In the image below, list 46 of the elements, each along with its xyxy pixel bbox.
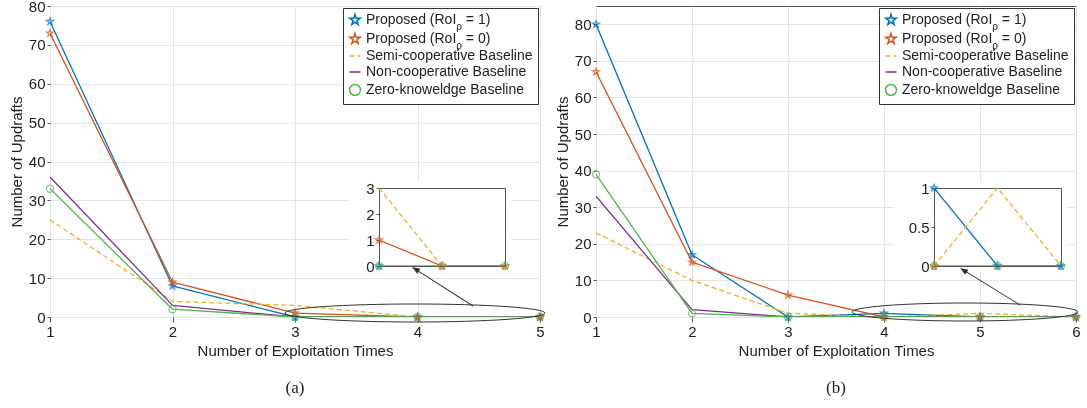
x-tick-label: 6 bbox=[1072, 322, 1081, 340]
y-axis-title: Number of Updrafts bbox=[7, 96, 25, 228]
legend-label: Zero-knoweldge Baseline bbox=[366, 81, 525, 97]
y-tick-label: 10 bbox=[28, 269, 46, 287]
y-tick-label: 0 bbox=[583, 308, 592, 326]
y-tick-label: 40 bbox=[574, 162, 592, 180]
y-tick-label: 10 bbox=[574, 271, 592, 289]
y-tick-label: 2 bbox=[366, 205, 375, 223]
y-tick-label: 70 bbox=[574, 52, 592, 70]
y-tick-label: 1 bbox=[921, 179, 930, 197]
legend-label: Non-cooperative Baseline bbox=[902, 63, 1063, 79]
x-tick-label: 3 bbox=[784, 322, 793, 340]
y-tick-label: 0 bbox=[921, 257, 930, 275]
y-tick-label: 80 bbox=[574, 15, 592, 33]
y-tick-label: 60 bbox=[28, 75, 46, 93]
y-tick-label: 30 bbox=[574, 198, 592, 216]
x-tick-label: 2 bbox=[168, 322, 178, 340]
y-tick-label: 70 bbox=[28, 36, 46, 54]
y-tick-label: 0 bbox=[37, 308, 46, 326]
y-tick-label: 20 bbox=[28, 230, 46, 248]
legend-label: Zero-knoweldge Baseline bbox=[902, 81, 1061, 97]
x-tick-label: 2 bbox=[688, 322, 697, 340]
x-tick-label: 4 bbox=[413, 322, 423, 340]
text: (b) bbox=[826, 378, 846, 397]
x-tick-label: 5 bbox=[536, 322, 545, 340]
y-tick-label: 50 bbox=[574, 125, 592, 143]
y-tick-label: 3 bbox=[366, 179, 375, 197]
y-tick-label: 0.5 bbox=[908, 218, 930, 236]
legend-label: Non-cooperative Baseline bbox=[366, 63, 527, 79]
x-axis-title: Number of Exploitation Times bbox=[738, 341, 935, 359]
x-axis-title: Number of Exploitation Times bbox=[197, 341, 394, 359]
legend-label: Proposed (RoI$_{ρ}$ = 1) bbox=[366, 11, 491, 32]
y-tick-label: 80 bbox=[28, 0, 46, 15]
y-tick-label: 50 bbox=[28, 114, 46, 132]
x-tick-label: 3 bbox=[291, 322, 300, 340]
y-tick-label: 1 bbox=[366, 231, 375, 249]
y-tick-label: 20 bbox=[574, 235, 592, 253]
y-tick-label: 40 bbox=[28, 153, 46, 170]
legend-label: Proposed (RoI$_{ρ}$ = 1) bbox=[902, 11, 1027, 32]
y-axis-title: Number of Updrafts bbox=[553, 96, 571, 228]
y-tick-label: 60 bbox=[574, 88, 592, 106]
text: (a) bbox=[285, 378, 305, 397]
x-tick-label: 4 bbox=[880, 322, 889, 340]
y-tick-label: 30 bbox=[28, 191, 46, 209]
y-tick-label: 0 bbox=[366, 257, 375, 275]
x-tick-label: 5 bbox=[976, 322, 985, 340]
